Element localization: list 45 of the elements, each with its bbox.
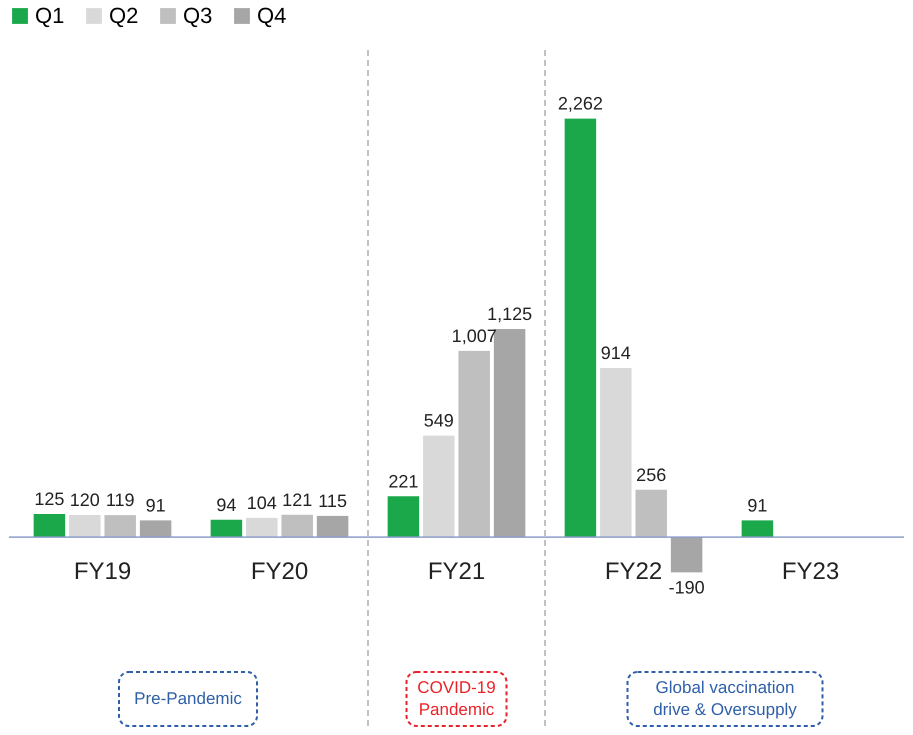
data-label: 121: [282, 490, 312, 510]
text: COVID-19 Pandemic: [417, 678, 496, 719]
bar: [104, 515, 136, 538]
bar: [34, 514, 66, 538]
bar: [600, 368, 632, 538]
bar: [388, 496, 420, 538]
data-label: 2,262: [558, 94, 603, 114]
bar: [742, 520, 774, 538]
data-label: 120: [70, 490, 100, 510]
data-label: 256: [636, 464, 666, 485]
text: Global vaccination drive & Oversupply: [653, 678, 798, 719]
bar: [316, 516, 348, 538]
bar: [670, 537, 702, 572]
data-label: 914: [600, 343, 631, 364]
data-label: 125: [34, 489, 64, 510]
text: Pre-Pandemic: [134, 689, 242, 708]
x-tick-label: FY19: [74, 558, 132, 586]
data-label: 94: [216, 494, 236, 515]
x-tick-label: FY23: [782, 558, 840, 586]
data-label: 1,007: [452, 326, 497, 346]
bar: [635, 490, 667, 538]
data-label: 115: [318, 490, 347, 511]
data-label: 119: [106, 490, 135, 510]
bar: [564, 118, 596, 538]
data-label: 549: [424, 410, 454, 431]
data-label: 104: [246, 492, 277, 513]
bar: [458, 350, 490, 538]
bar: [423, 436, 455, 538]
bar: [69, 514, 101, 538]
bar: [140, 520, 172, 538]
legend-label: Q4: [257, 3, 286, 28]
x-tick-label: FY22: [604, 558, 662, 586]
data-label: 91: [146, 495, 166, 516]
legend-label: Q1: [35, 3, 64, 28]
legend-label: Q2: [109, 3, 138, 28]
data-label: -190: [668, 577, 705, 598]
bar: [210, 520, 242, 538]
bar: [281, 514, 313, 538]
data-label: 221: [388, 471, 418, 492]
x-tick-label: FY21: [428, 558, 486, 586]
bar: [246, 518, 278, 538]
x-tick-label: FY20: [250, 558, 308, 586]
data-label: 91: [747, 495, 768, 516]
legend-label: Q3: [183, 3, 212, 28]
data-label: 1,125: [487, 304, 532, 324]
